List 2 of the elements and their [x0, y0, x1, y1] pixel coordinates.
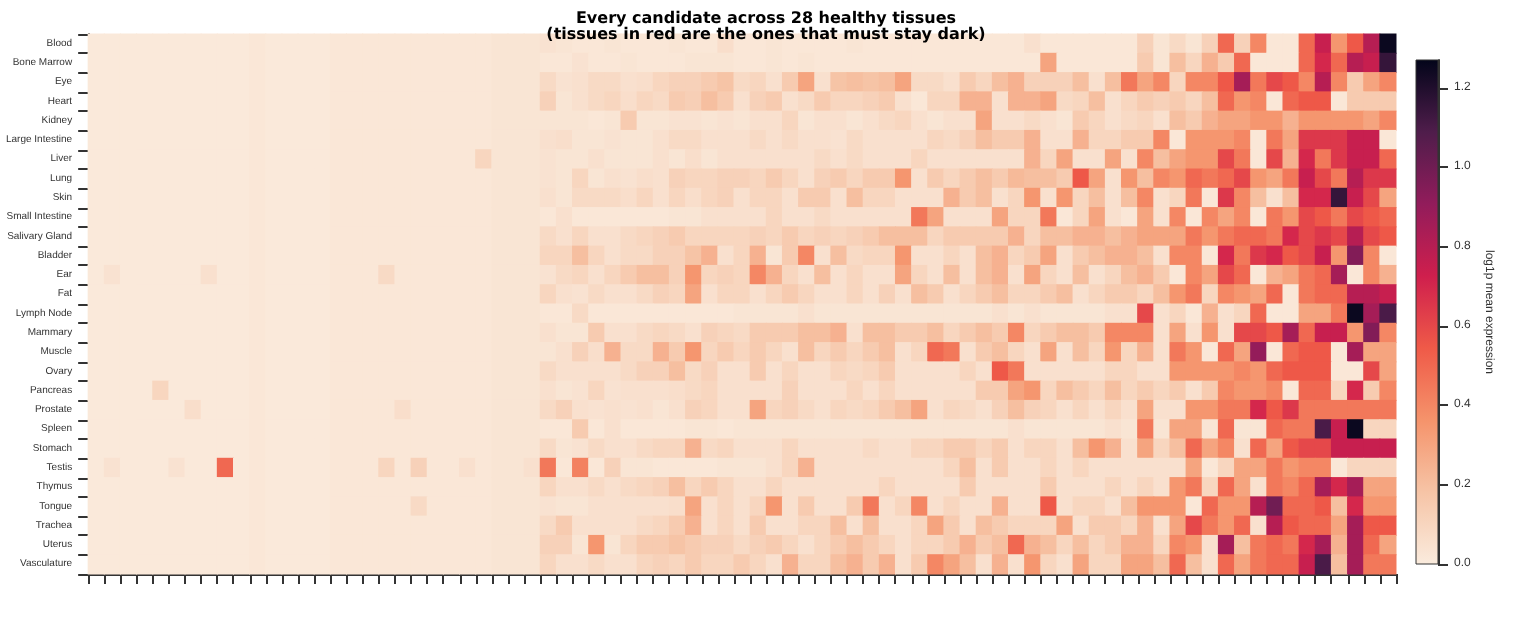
chart-subtitle: (tissues in red are the ones that must stay dark): [546, 25, 986, 43]
chart-title: Every candidate across 28 healthy tissues: [575, 9, 957, 27]
